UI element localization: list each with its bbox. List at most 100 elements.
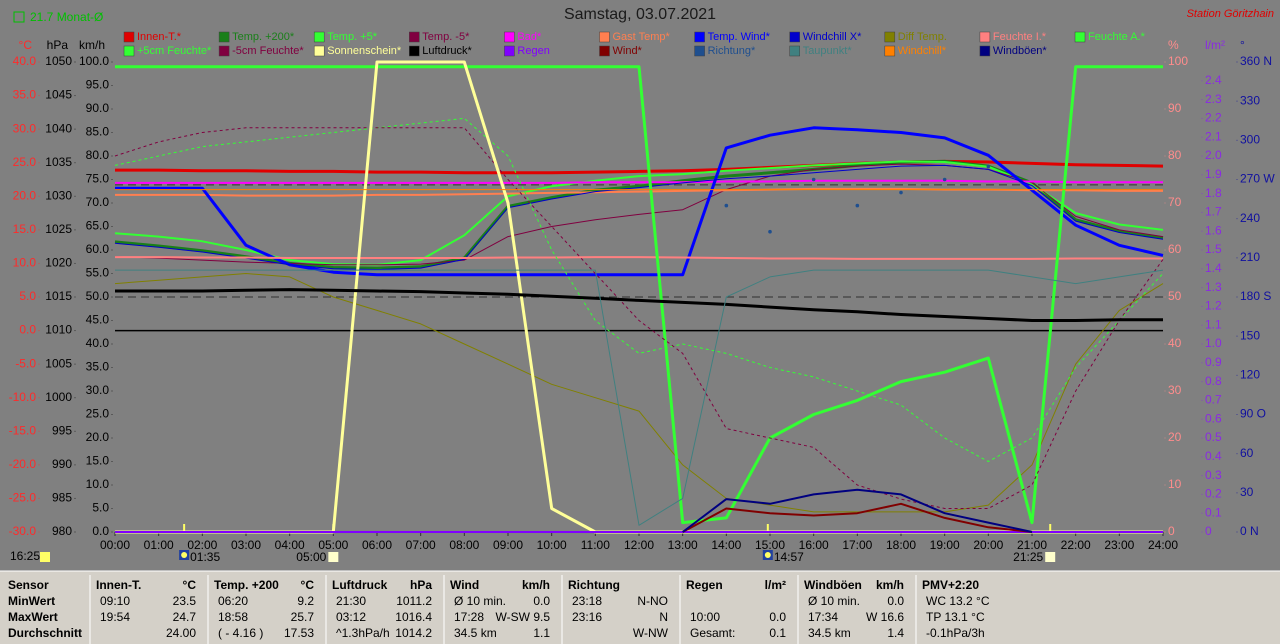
y-tick-label: 2.4: [1205, 73, 1222, 87]
legend-label: Regen: [517, 45, 549, 57]
table-cell: 03:12: [336, 610, 366, 624]
y-tick-label: 30.0: [86, 383, 110, 397]
y-tick-label: 25.0: [13, 155, 37, 169]
legend-swatch: [599, 45, 610, 57]
y-tick-label: 0.0: [92, 524, 109, 538]
table-unit: km/h: [522, 578, 550, 592]
row-label: MinWert: [8, 594, 55, 608]
y-tick-label: 10.0: [86, 477, 110, 491]
table-header: Richtung: [568, 578, 620, 592]
series-line: [115, 288, 1163, 322]
y-tick-label: 85.0: [86, 125, 110, 139]
table-unit: km/h: [876, 578, 904, 592]
table-cell: 10:00: [690, 610, 720, 624]
y-tick-label: 270 W: [1240, 172, 1275, 186]
legend-label: Windchill X*: [803, 31, 862, 43]
y-tick-label: 1030: [45, 188, 72, 202]
x-tick-label: 08:00: [449, 538, 479, 552]
series-line: [114, 117, 1164, 462]
y-tick-label: 1040: [45, 121, 72, 135]
y-tick-label: 1.6: [1205, 223, 1222, 237]
table-header: Regen: [686, 578, 723, 592]
y-tick-label: 2.3: [1205, 92, 1222, 106]
legend-swatch: [123, 45, 135, 57]
legend-label: Feuchte I.*: [993, 31, 1047, 43]
y-tick-label: 0: [1205, 524, 1212, 538]
legend-label: Temp. Wind*: [708, 31, 771, 43]
series-line: [115, 159, 1164, 175]
series-line: [115, 256, 1163, 260]
y-tick-label: -20.0: [9, 457, 37, 471]
legend-label: Temp. +5*: [327, 31, 378, 43]
table-cell: 0.0: [533, 594, 550, 608]
data-point: [899, 190, 903, 195]
y-tick-label: 50.0: [86, 289, 110, 303]
y-tick-label: 2.0: [1205, 148, 1222, 162]
y-tick-label: 120: [1240, 368, 1260, 382]
legend-label: Sonnenschein*: [327, 45, 402, 57]
y-tick-label: 990: [52, 457, 72, 471]
y-tick-label: 180 S: [1240, 289, 1271, 303]
y-tick-label: 80: [1168, 148, 1182, 162]
y-tick-label: 0: [1168, 524, 1175, 538]
y-tick-label: 330: [1240, 93, 1260, 107]
y-tick-label: 40.0: [13, 54, 37, 68]
x-tick-label: 24:00: [1148, 538, 1178, 552]
x-tick-label: 12:00: [624, 538, 654, 552]
legend-swatch: [884, 45, 896, 57]
table-unit: °C: [183, 578, 197, 592]
x-tick-label: 15:00: [755, 538, 785, 552]
table-cell: 1014.2: [395, 626, 432, 640]
series-line: [114, 273, 1164, 513]
y-tick-label: 0.6: [1205, 411, 1222, 425]
table-cell: TP 13.1 °C: [926, 610, 985, 624]
y-tick-label: 20.0: [86, 430, 110, 444]
table-cell: 9.2: [297, 594, 314, 608]
legend-label: Wind*: [613, 45, 643, 57]
series-line: [682, 488, 1033, 533]
table-cell: 23:16: [572, 610, 602, 624]
y-tick-label: 2.2: [1205, 111, 1222, 125]
y-tick-label: 30.0: [13, 121, 37, 135]
y-tick-label: 15.0: [86, 454, 110, 468]
axis-unit: °C: [19, 38, 33, 52]
table-cell: 23.5: [173, 594, 197, 608]
table-cell: Ø 10 min.: [454, 594, 506, 608]
table-cell: -0.1hPa/3h: [926, 626, 985, 640]
x-tick-label: 20:00: [973, 538, 1003, 552]
x-tick-label: 03:00: [231, 538, 261, 552]
y-tick-label: 300: [1240, 133, 1260, 147]
table: Sensor MinWert MaxWert Durchschnitt Innen-T.…: [8, 575, 990, 644]
y-tick-label: 90: [1168, 101, 1182, 115]
data-point: [855, 203, 860, 208]
y-tick-label: 10: [1168, 477, 1182, 491]
table-header: Windböen: [804, 578, 862, 592]
y-tick-label: 1.5: [1205, 242, 1222, 256]
annotation-label: 05:00: [296, 550, 326, 564]
table-unit: °C: [301, 578, 315, 592]
table-cell: Ø 10 min.: [808, 594, 860, 608]
y-tick-label: 100.0: [79, 54, 109, 68]
data-point: [724, 203, 729, 208]
y-tick-label: 1.4: [1205, 261, 1222, 275]
y-tick-label: 45.0: [86, 313, 110, 327]
y-tick-label: 40.0: [86, 336, 110, 350]
y-tick-label: 210: [1240, 250, 1260, 264]
y-tick-label: 10.0: [13, 256, 37, 270]
x-tick-label: 05:00: [318, 538, 348, 552]
y-tick-label: 70: [1168, 195, 1182, 209]
legend-swatch: [979, 45, 991, 57]
legend-label: Feuchte A.*: [1088, 31, 1146, 43]
legend-swatch: [694, 31, 705, 43]
table-cell: 17.53: [284, 626, 314, 640]
y-tick-label: 35.0: [13, 88, 37, 102]
y-tick-label: 60: [1240, 446, 1254, 460]
y-tick-label: 1015: [45, 289, 72, 303]
table-cell: 0.0: [887, 594, 904, 608]
table-header: Sensor: [8, 578, 49, 592]
y-tick-label: -5.0: [15, 356, 36, 370]
table-cell: 1.1: [533, 626, 550, 640]
x-tick-label: 18:00: [886, 538, 916, 552]
table-header: PMV+2:20: [922, 578, 979, 592]
